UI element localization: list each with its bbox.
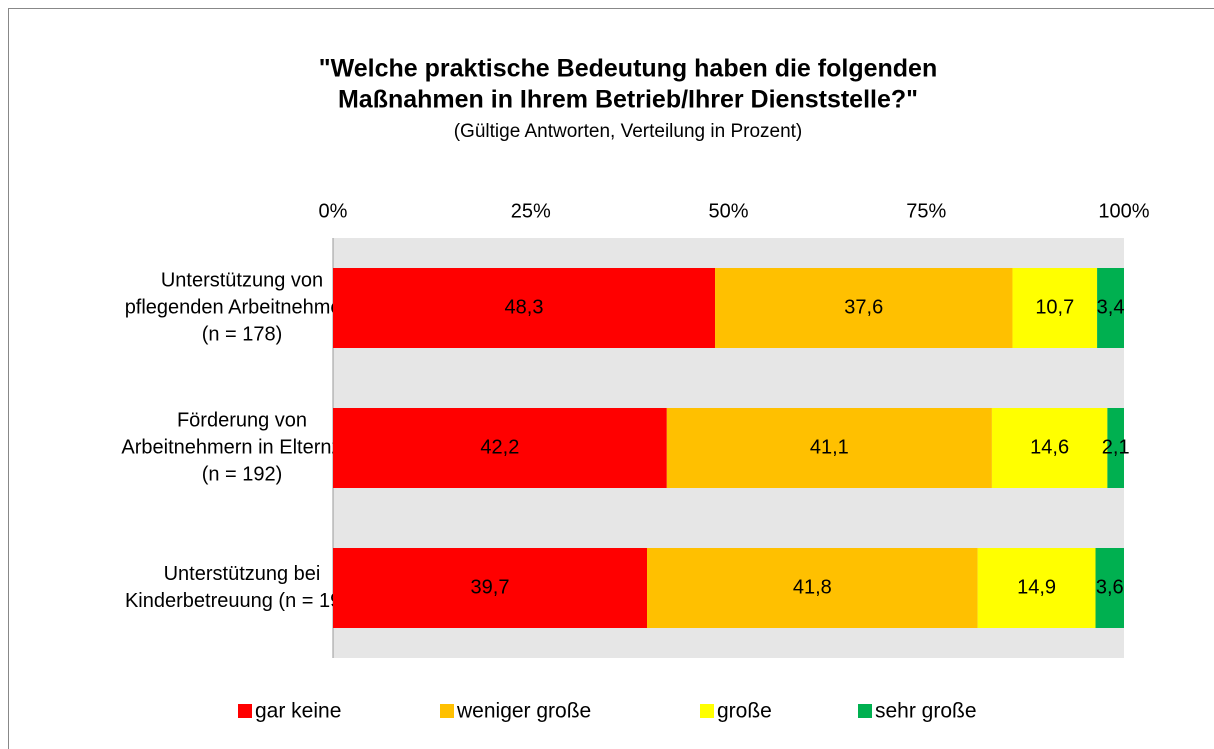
x-tick-label: 75% bbox=[906, 200, 946, 222]
legend-swatch bbox=[440, 704, 454, 718]
x-tick-label: 0% bbox=[319, 200, 348, 222]
data-label: 48,3 bbox=[505, 296, 544, 318]
data-label: 14,9 bbox=[1017, 576, 1056, 598]
y-tick-label: (n = 192) bbox=[202, 463, 283, 485]
data-label: 37,6 bbox=[844, 296, 883, 318]
data-label: 39,7 bbox=[471, 576, 510, 598]
legend-swatch bbox=[858, 704, 872, 718]
chart-title: "Welche praktische Bedeutung haben die f… bbox=[319, 55, 937, 83]
x-tick-label: 25% bbox=[511, 200, 551, 222]
x-tick-label: 100% bbox=[1098, 200, 1149, 222]
x-tick-label: 50% bbox=[708, 200, 748, 222]
data-label: 14,6 bbox=[1030, 436, 1069, 458]
data-label: 42,2 bbox=[480, 436, 519, 458]
y-tick-label: Arbeitnehmern in Elternzeit bbox=[121, 436, 363, 458]
bar-segment bbox=[333, 408, 667, 488]
y-tick-label: Förderung von bbox=[177, 409, 307, 431]
legend-swatch bbox=[700, 704, 714, 718]
legend-label: gar keine bbox=[255, 700, 341, 723]
bar-segment bbox=[715, 268, 1013, 348]
bar-segment bbox=[333, 548, 648, 628]
bar-segment bbox=[1012, 268, 1098, 348]
legend-label: sehr große bbox=[875, 700, 977, 723]
bar-segment bbox=[647, 548, 978, 628]
data-label: 2,1 bbox=[1102, 436, 1130, 458]
chart-title: Maßnahmen in Ihrem Betrieb/Ihrer Diensts… bbox=[338, 86, 918, 114]
data-label: 10,7 bbox=[1035, 296, 1074, 318]
chart-subtitle: (Gültige Antworten, Verteilung in Prozen… bbox=[454, 121, 803, 142]
data-label: 41,8 bbox=[793, 576, 832, 598]
legend-swatch bbox=[238, 704, 252, 718]
bar-segment bbox=[1097, 268, 1124, 348]
legend-label: weniger große bbox=[456, 700, 591, 723]
bar-segment bbox=[977, 548, 1096, 628]
data-label: 3,4 bbox=[1097, 296, 1125, 318]
data-label: 3,6 bbox=[1096, 576, 1124, 598]
bar-segment bbox=[1107, 408, 1124, 488]
y-tick-label: Unterstützung bei bbox=[164, 563, 321, 585]
bar-segment bbox=[1095, 548, 1124, 628]
y-tick-label: Unterstützung von bbox=[161, 269, 323, 291]
y-tick-label: (n = 178) bbox=[202, 323, 283, 345]
bar-segment bbox=[666, 408, 992, 488]
bar-segment bbox=[991, 408, 1108, 488]
data-label: 41,1 bbox=[810, 436, 849, 458]
y-tick-label: Kinderbetreuung (n = 194) bbox=[125, 590, 359, 612]
y-tick-label: pflegenden Arbeitnehmern bbox=[125, 296, 360, 318]
bar-segment bbox=[333, 268, 716, 348]
legend-label: große bbox=[717, 700, 772, 723]
